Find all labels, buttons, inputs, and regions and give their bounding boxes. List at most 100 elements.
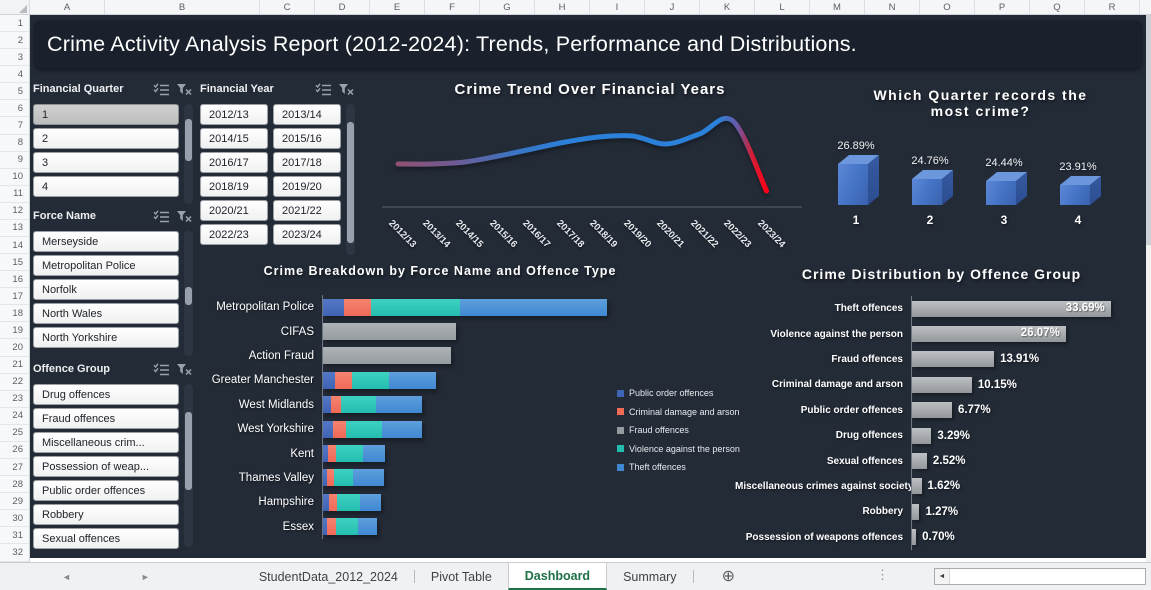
slicer-item-fraud-offences[interactable]: Fraud offences: [33, 408, 179, 429]
scroll-left-icon[interactable]: ◄: [935, 569, 950, 584]
multi-select-icon[interactable]: [313, 82, 333, 97]
column-header-G[interactable]: G: [480, 0, 535, 14]
slicer-item-2022-23[interactable]: 2022/23: [200, 224, 268, 245]
slicer-item-2023-24[interactable]: 2023/24: [273, 224, 341, 245]
slicer-scrollbar[interactable]: [184, 384, 193, 547]
slicer-scrollbar[interactable]: [184, 231, 193, 356]
multi-select-icon[interactable]: [151, 362, 171, 377]
horizontal-scrollbar[interactable]: ◄: [934, 568, 1146, 585]
row-header-31[interactable]: 31: [0, 527, 29, 545]
vertical-scrollbar-thumb[interactable]: [1146, 15, 1151, 245]
clear-filter-icon[interactable]: [336, 82, 356, 97]
row-header-11[interactable]: 11: [0, 186, 29, 203]
row-header-23[interactable]: 23: [0, 391, 29, 408]
column-header-E[interactable]: E: [370, 0, 425, 14]
column-header-N[interactable]: N: [865, 0, 920, 14]
row-header-2[interactable]: 2: [0, 32, 29, 50]
vertical-scrollbar[interactable]: [1146, 15, 1151, 562]
column-header-K[interactable]: K: [700, 0, 755, 14]
slicer-item-norfolk[interactable]: Norfolk: [33, 279, 179, 300]
row-header-19[interactable]: 19: [0, 322, 29, 340]
slicer-item-metropolitan-police[interactable]: Metropolitan Police: [33, 255, 179, 276]
column-header-B[interactable]: B: [105, 0, 260, 14]
slicer-item-2019-20[interactable]: 2019/20: [273, 176, 341, 197]
slicer-scrollbar-thumb[interactable]: [185, 119, 192, 161]
slicer-item-miscellaneous-crim-[interactable]: Miscellaneous crim...: [33, 432, 179, 453]
slicer-item-robbery[interactable]: Robbery: [33, 504, 179, 525]
column-header-C[interactable]: C: [260, 0, 315, 14]
row-header-9[interactable]: 9: [0, 152, 29, 169]
row-header-7[interactable]: 7: [0, 117, 29, 135]
horizontal-scrollbar-thumb[interactable]: [950, 569, 1145, 584]
slicer-scrollbar-thumb[interactable]: [185, 411, 192, 490]
slicer-item-3[interactable]: 3: [33, 152, 179, 173]
row-header-17[interactable]: 17: [0, 288, 29, 306]
slicer-item-north-wales[interactable]: North Wales: [33, 303, 179, 324]
row-header-30[interactable]: 30: [0, 510, 29, 528]
slicer-item-2013-14[interactable]: 2013/14: [273, 104, 341, 125]
slicer-item-2020-21[interactable]: 2020/21: [200, 200, 268, 221]
row-header-32[interactable]: 32: [0, 544, 29, 562]
slicer-item-2015-16[interactable]: 2015/16: [273, 128, 341, 149]
clear-filter-icon[interactable]: [174, 82, 194, 97]
row-header-28[interactable]: 28: [0, 476, 29, 494]
slicer-item-1[interactable]: 1: [33, 104, 179, 125]
row-header-1[interactable]: 1: [0, 15, 29, 33]
row-header-3[interactable]: 3: [0, 49, 29, 67]
row-header-12[interactable]: 12: [0, 203, 29, 220]
column-header-Q[interactable]: Q: [1030, 0, 1085, 14]
clear-filter-icon[interactable]: [174, 362, 194, 377]
column-header-M[interactable]: M: [810, 0, 865, 14]
column-header-R[interactable]: R: [1085, 0, 1140, 14]
slicer-scrollbar-thumb[interactable]: [185, 287, 192, 305]
slicer-item-2016-17[interactable]: 2016/17: [200, 152, 268, 173]
row-header-4[interactable]: 4: [0, 66, 29, 84]
row-header-20[interactable]: 20: [0, 339, 29, 357]
slicer-item-possession-of-weap-[interactable]: Possession of weap...: [33, 456, 179, 477]
slicer-item-sexual-offences[interactable]: Sexual offences: [33, 528, 179, 549]
row-header-8[interactable]: 8: [0, 135, 29, 152]
slicer-item-2018-19[interactable]: 2018/19: [200, 176, 268, 197]
row-header-6[interactable]: 6: [0, 100, 29, 118]
slicer-scrollbar-thumb[interactable]: [347, 122, 354, 243]
slicer-item-public-order-offences[interactable]: Public order offences: [33, 480, 179, 501]
column-header-H[interactable]: H: [535, 0, 590, 14]
sheet-nav-next-icon[interactable]: ►: [140, 571, 150, 582]
multi-select-icon[interactable]: [151, 82, 171, 97]
tab-scroll-divider[interactable]: ⋮: [876, 567, 889, 582]
row-header-26[interactable]: 26: [0, 442, 29, 460]
slicer-scrollbar[interactable]: [346, 104, 355, 255]
column-header-I[interactable]: I: [590, 0, 645, 14]
add-sheet-icon[interactable]: ⊕: [721, 567, 735, 585]
row-header-16[interactable]: 16: [0, 271, 29, 289]
slicer-item-north-yorkshire[interactable]: North Yorkshire: [33, 327, 179, 348]
row-header-22[interactable]: 22: [0, 374, 29, 391]
slicer-item-2[interactable]: 2: [33, 128, 179, 149]
tab-summary[interactable]: Summary: [623, 569, 677, 584]
slicer-scrollbar[interactable]: [184, 104, 193, 204]
row-header-21[interactable]: 21: [0, 357, 29, 374]
row-header-29[interactable]: 29: [0, 493, 29, 511]
column-header-O[interactable]: O: [920, 0, 975, 14]
multi-select-icon[interactable]: [151, 209, 171, 224]
column-header-P[interactable]: P: [975, 0, 1030, 14]
slicer-item-2017-18[interactable]: 2017/18: [273, 152, 341, 173]
slicer-item-2014-15[interactable]: 2014/15: [200, 128, 268, 149]
slicer-item-merseyside[interactable]: Merseyside: [33, 231, 179, 252]
row-header-5[interactable]: 5: [0, 83, 29, 101]
column-header-L[interactable]: L: [755, 0, 810, 14]
row-header-10[interactable]: 10: [0, 169, 29, 186]
column-header-F[interactable]: F: [425, 0, 480, 14]
row-header-13[interactable]: 13: [0, 220, 29, 238]
clear-filter-icon[interactable]: [174, 209, 194, 224]
column-header-D[interactable]: D: [315, 0, 370, 14]
sheet-nav-prev-icon[interactable]: ◄: [62, 571, 71, 582]
row-header-24[interactable]: 24: [0, 408, 29, 425]
tab-studentdata-2012-2024[interactable]: StudentData_2012_2024: [258, 569, 398, 584]
slicer-item-2021-22[interactable]: 2021/22: [273, 200, 341, 221]
row-header-27[interactable]: 27: [0, 459, 29, 477]
column-header-J[interactable]: J: [645, 0, 700, 14]
slicer-item-2012-13[interactable]: 2012/13: [200, 104, 268, 125]
row-header-14[interactable]: 14: [0, 237, 29, 255]
slicer-item-drug-offences[interactable]: Drug offences: [33, 384, 179, 405]
